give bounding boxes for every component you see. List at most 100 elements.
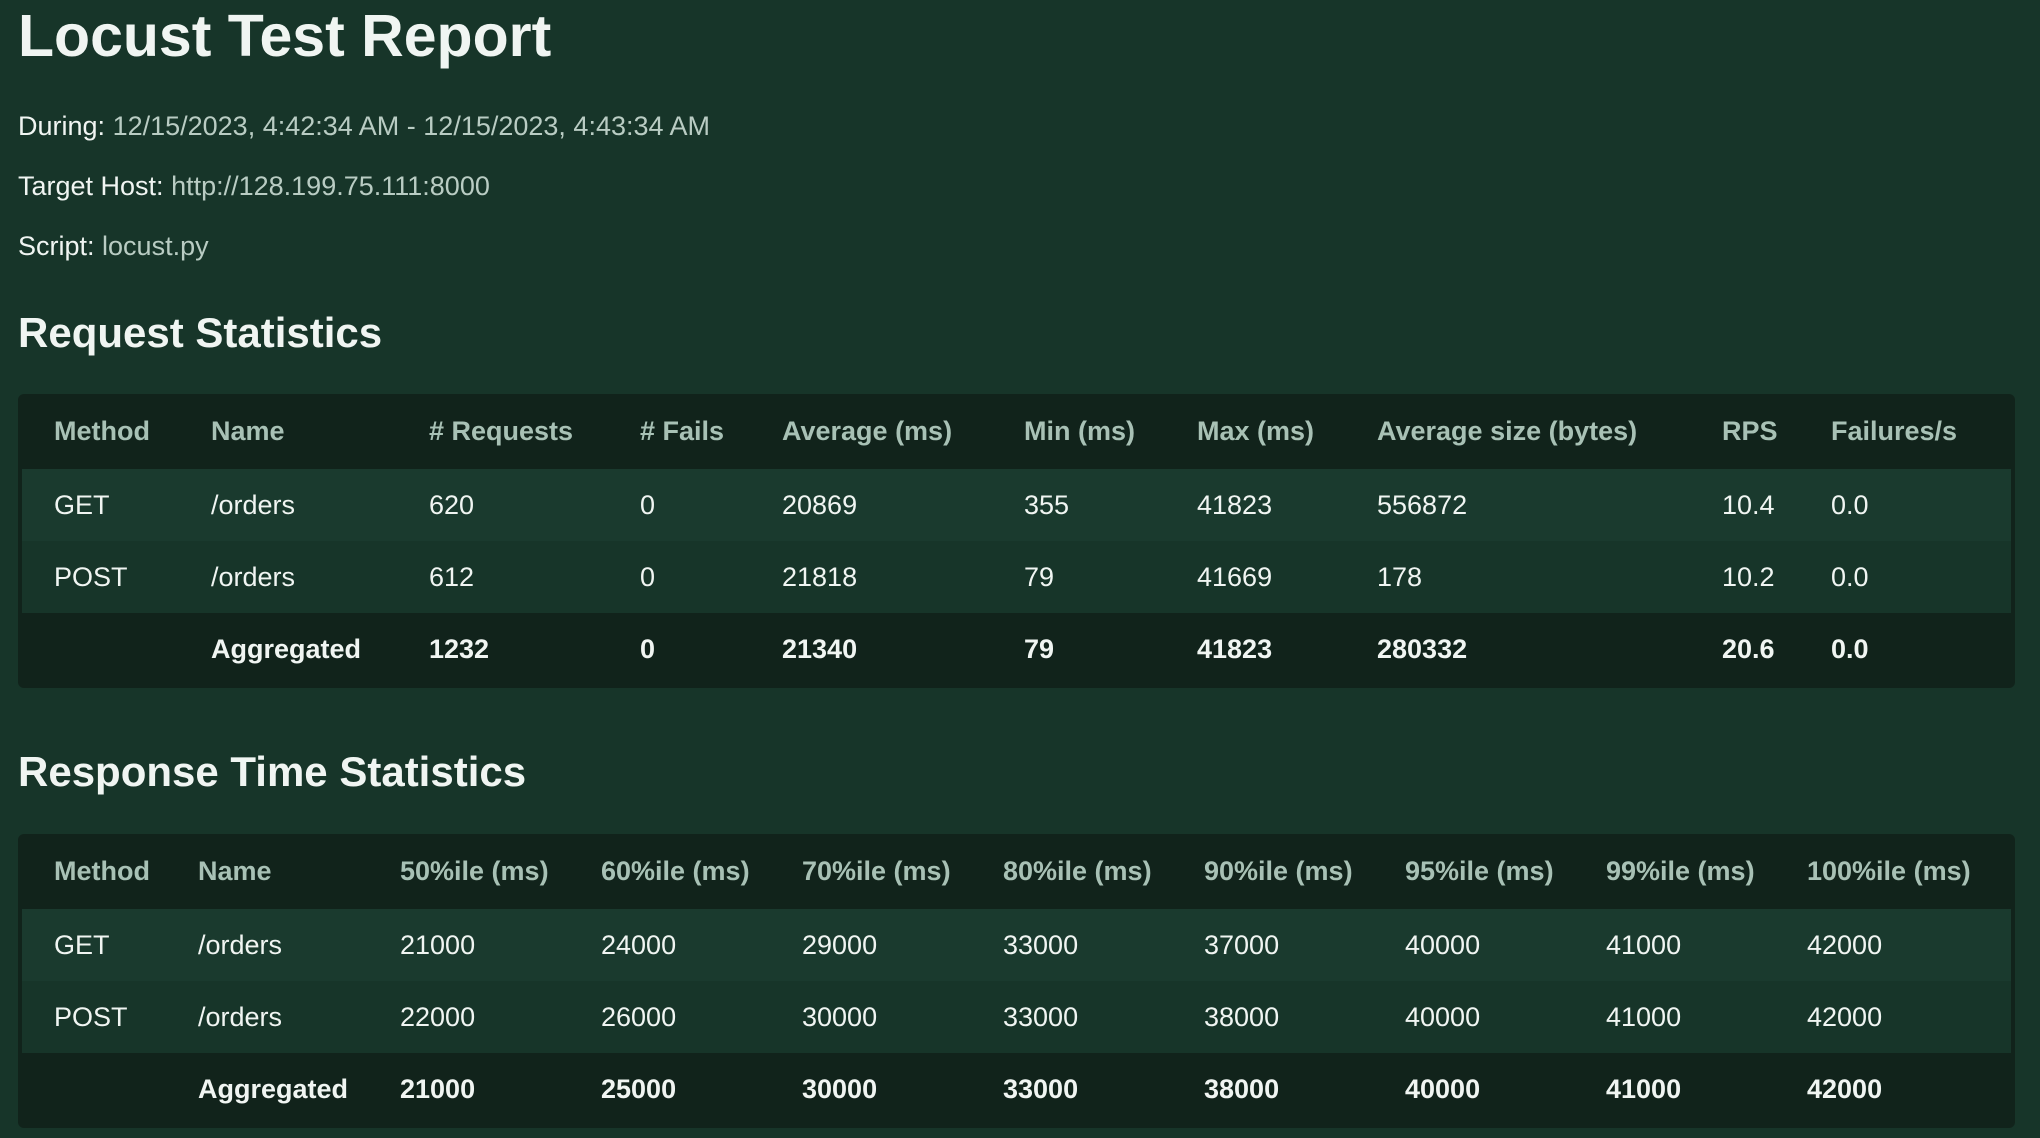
response-time-statistics-title: Response Time Statistics [18, 748, 527, 795]
table-cell: 79 [992, 541, 1165, 613]
table-cell: 42000 [1775, 909, 2011, 981]
table-cell: 38000 [1172, 981, 1373, 1053]
script-line: Script: locust.py [18, 229, 2022, 263]
column-header-name[interactable]: Name [198, 856, 272, 886]
table-cell: 22000 [368, 981, 569, 1053]
target-host-value: http://128.199.75.111:8000 [171, 171, 490, 201]
table-cell: 355 [992, 469, 1165, 541]
column-header-failures-per-s[interactable]: Failures/s [1831, 416, 1958, 446]
column-header-p99[interactable]: 99%ile (ms) [1606, 856, 1755, 886]
table-cell: POST [22, 981, 166, 1053]
during-label: During: [18, 111, 106, 141]
table-cell: 0.0 [1799, 541, 2011, 613]
aggregated-label: Aggregated [179, 613, 397, 685]
target-host-label: Target Host: [18, 171, 164, 201]
table-cell: 40000 [1373, 1053, 1574, 1125]
table-cell: 40000 [1373, 981, 1574, 1053]
aggregated-label: Aggregated [166, 1053, 368, 1125]
table-cell: 41669 [1165, 541, 1345, 613]
table-cell: 79 [992, 613, 1165, 685]
request-statistics-panel: Method Name # Requests # Fails Average (… [18, 394, 2015, 688]
column-header-method[interactable]: Method [54, 416, 150, 446]
table-cell: 10.2 [1690, 541, 1799, 613]
during-line: During: 12/15/2023, 4:42:34 AM - 12/15/2… [18, 109, 2022, 143]
column-header-fails[interactable]: # Fails [640, 416, 725, 446]
table-cell: 37000 [1172, 909, 1373, 981]
table-cell: 0 [608, 469, 750, 541]
column-header-requests[interactable]: # Requests [429, 416, 574, 446]
table-cell: 33000 [971, 981, 1172, 1053]
script-label: Script: [18, 231, 95, 261]
table-cell: 0 [608, 541, 750, 613]
column-header-p60[interactable]: 60%ile (ms) [601, 856, 750, 886]
table-cell: 41000 [1574, 1053, 1775, 1125]
table-cell: 10.4 [1690, 469, 1799, 541]
aggregated-row: Aggregated 1232 0 21340 79 41823 280332 … [22, 613, 2011, 685]
target-host-line: Target Host: http://128.199.75.111:8000 [18, 169, 2022, 203]
table-cell: /orders [166, 981, 368, 1053]
during-value: 12/15/2023, 4:42:34 AM - 12/15/2023, 4:4… [112, 111, 711, 141]
table-cell: 24000 [569, 909, 770, 981]
column-header-rps[interactable]: RPS [1722, 416, 1778, 446]
column-header-min[interactable]: Min (ms) [1024, 416, 1135, 446]
script-value: locust.py [102, 231, 209, 261]
table-cell: 178 [1345, 541, 1690, 613]
table-cell: 30000 [770, 981, 971, 1053]
table-cell: GET [22, 469, 179, 541]
table-cell: 40000 [1373, 909, 1574, 981]
request-statistics-table: Method Name # Requests # Fails Average (… [22, 394, 2011, 685]
table-cell: 620 [397, 469, 608, 541]
table-cell: /orders [179, 469, 397, 541]
column-header-p90[interactable]: 90%ile (ms) [1204, 856, 1353, 886]
response-time-statistics-table: Method Name 50%ile (ms) 60%ile (ms) 70%i… [22, 834, 2011, 1125]
table-row: POST /orders 22000 26000 30000 33000 380… [22, 981, 2011, 1053]
table-cell: /orders [166, 909, 368, 981]
table-cell: 42000 [1775, 1053, 2011, 1125]
table-cell: 20.6 [1690, 613, 1799, 685]
table-cell: 30000 [770, 1053, 971, 1125]
table-cell: 0 [608, 613, 750, 685]
page-title: Locust Test Report [18, 3, 552, 69]
table-cell: 42000 [1775, 981, 2011, 1053]
column-header-method[interactable]: Method [54, 856, 150, 886]
table-cell: 0.0 [1799, 469, 2011, 541]
column-header-p70[interactable]: 70%ile (ms) [802, 856, 951, 886]
column-header-p100[interactable]: 100%ile (ms) [1807, 856, 1971, 886]
table-cell: 33000 [971, 909, 1172, 981]
column-header-max[interactable]: Max (ms) [1197, 416, 1315, 446]
table-cell: 612 [397, 541, 608, 613]
table-cell: POST [22, 541, 179, 613]
table-row: POST /orders 612 0 21818 79 41669 178 10… [22, 541, 2011, 613]
column-header-p80[interactable]: 80%ile (ms) [1003, 856, 1152, 886]
table-cell: 21818 [750, 541, 992, 613]
table-cell: 41823 [1165, 469, 1345, 541]
aggregated-row: Aggregated 21000 25000 30000 33000 38000… [22, 1053, 2011, 1125]
column-header-name[interactable]: Name [211, 416, 285, 446]
table-cell: 21000 [368, 1053, 569, 1125]
table-header-row: Method Name 50%ile (ms) 60%ile (ms) 70%i… [22, 834, 2011, 909]
column-header-average[interactable]: Average (ms) [782, 416, 953, 446]
table-cell: 0.0 [1799, 613, 2011, 685]
table-cell: 41000 [1574, 909, 1775, 981]
table-cell: 41823 [1165, 613, 1345, 685]
table-cell: 556872 [1345, 469, 1690, 541]
column-header-p50[interactable]: 50%ile (ms) [400, 856, 549, 886]
table-cell: 1232 [397, 613, 608, 685]
table-cell: 29000 [770, 909, 971, 981]
response-time-statistics-panel: Method Name 50%ile (ms) 60%ile (ms) 70%i… [18, 834, 2015, 1128]
column-header-p95[interactable]: 95%ile (ms) [1405, 856, 1554, 886]
table-cell: 38000 [1172, 1053, 1373, 1125]
table-cell: 26000 [569, 981, 770, 1053]
table-cell [22, 613, 179, 685]
table-cell: 280332 [1345, 613, 1690, 685]
table-cell: 41000 [1574, 981, 1775, 1053]
table-cell: 33000 [971, 1053, 1172, 1125]
table-cell: 20869 [750, 469, 992, 541]
table-header-row: Method Name # Requests # Fails Average (… [22, 394, 2011, 469]
table-cell: 21000 [368, 909, 569, 981]
table-row: GET /orders 620 0 20869 355 41823 556872… [22, 469, 2011, 541]
column-header-average-size[interactable]: Average size (bytes) [1377, 416, 1638, 446]
table-row: GET /orders 21000 24000 29000 33000 3700… [22, 909, 2011, 981]
table-cell: 25000 [569, 1053, 770, 1125]
